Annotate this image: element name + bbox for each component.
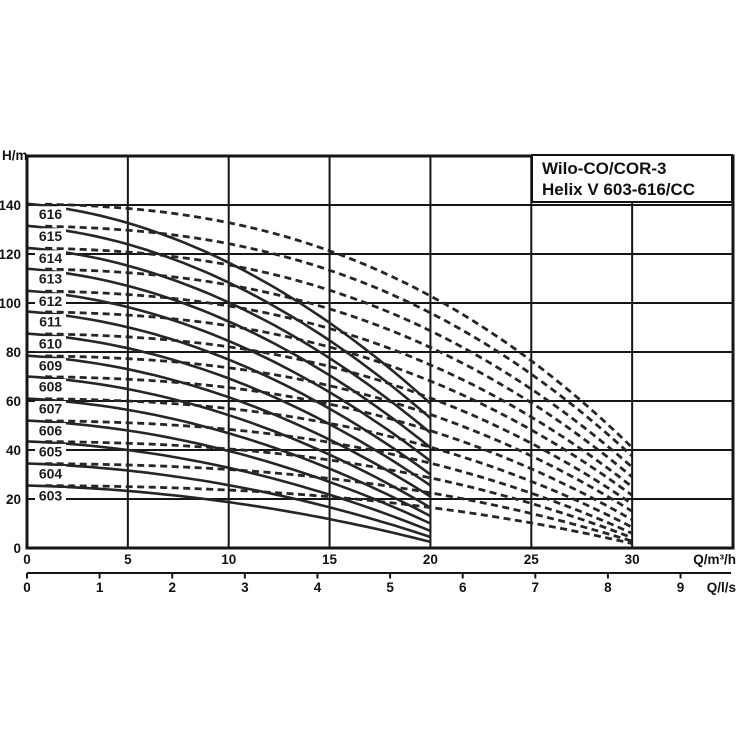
- pump-curve-609-solid: [26, 354, 432, 498]
- pump-curve-603-dashed: [45, 484, 633, 545]
- y-tick-60: 60: [6, 394, 21, 409]
- curve-label-612: 612: [39, 293, 63, 309]
- curve-label-610: 610: [39, 336, 63, 352]
- pump-curve-614-dashed: [45, 246, 634, 469]
- pump-curve-605-solid: [26, 440, 431, 533]
- x1-tick-30: 30: [625, 552, 640, 567]
- pump-curve-609-dashed: [45, 354, 633, 513]
- curve-label-615: 615: [39, 228, 63, 244]
- x2-tick-8: 8: [604, 580, 612, 595]
- curve-label-606: 606: [39, 423, 63, 439]
- x1-tick-20: 20: [423, 552, 438, 567]
- pump-curve-604-solid: [26, 462, 431, 539]
- pump-curve-612-dashed: [45, 289, 633, 488]
- pump-curve-612-solid: [26, 289, 432, 463]
- x1-tick-10: 10: [221, 552, 236, 567]
- curve-label-bg-606: [35, 423, 66, 439]
- curve-label-614: 614: [39, 250, 63, 266]
- y-tick-40: 40: [6, 443, 21, 458]
- curve-label-bg-613: [35, 271, 66, 287]
- x2-tick-2: 2: [168, 580, 176, 595]
- pump-curve-615-dashed: [45, 224, 634, 458]
- pump-curve-611-solid: [26, 310, 432, 476]
- y-axis-title: H/m: [2, 148, 28, 163]
- pump-curve-607-solid: [26, 397, 432, 518]
- x1-tick-5: 5: [124, 552, 132, 567]
- curve-label-bg-607: [35, 401, 66, 417]
- title-line-1: Wilo-CO/COR-3: [542, 159, 667, 178]
- curve-label-bg-616: [35, 206, 66, 222]
- x2-tick-3: 3: [241, 580, 249, 595]
- y-tick-0: 0: [13, 541, 21, 556]
- curve-label-bg-605: [35, 443, 66, 459]
- curve-label-bg-604: [35, 465, 66, 481]
- x2-tick-4: 4: [314, 580, 322, 595]
- x2-tick-0: 0: [23, 580, 31, 595]
- pump-curve-610-solid: [26, 332, 432, 487]
- pump-curve-606-dashed: [45, 419, 633, 535]
- x1-axis-unit: Q/m³/h: [693, 552, 736, 567]
- y-tick-120: 120: [0, 247, 21, 262]
- curve-label-bg-603: [35, 488, 66, 504]
- x1-tick-25: 25: [524, 552, 540, 567]
- curve-label-604: 604: [39, 465, 63, 481]
- curve-label-bg-614: [35, 250, 66, 266]
- x2-tick-1: 1: [96, 580, 104, 595]
- x2-tick-7: 7: [532, 580, 540, 595]
- x2-tick-5: 5: [386, 580, 394, 595]
- pump-curve-605-dashed: [45, 440, 633, 540]
- curve-label-609: 609: [39, 358, 63, 374]
- x1-tick-0: 0: [23, 552, 31, 567]
- curve-label-611: 611: [39, 314, 62, 330]
- curve-label-605: 605: [39, 443, 63, 459]
- plot-border: [25, 154, 735, 550]
- curve-label-613: 613: [39, 271, 63, 287]
- pump-curve-616-dashed: [45, 202, 634, 449]
- x1-tick-15: 15: [322, 552, 338, 567]
- pump-curve-611-dashed: [45, 310, 633, 497]
- curve-label-bg-615: [35, 228, 66, 244]
- x2-tick-6: 6: [459, 580, 467, 595]
- x2-axis-unit: Q/l/s: [707, 580, 736, 595]
- curve-label-bg-609: [35, 358, 66, 374]
- curve-label-616: 616: [39, 206, 63, 222]
- curve-label-bg-610: [35, 336, 66, 352]
- curve-label-607: 607: [39, 401, 63, 417]
- y-tick-100: 100: [0, 296, 21, 311]
- pump-curve-606-solid: [26, 419, 431, 525]
- curve-label-bg-611: [35, 314, 66, 330]
- y-tick-80: 80: [6, 345, 21, 360]
- pump-curve-610-dashed: [45, 332, 633, 506]
- pump-curve-613-solid: [26, 267, 432, 449]
- curve-label-bg-612: [35, 293, 66, 309]
- pump-curve-608-dashed: [45, 375, 633, 522]
- title-box: Wilo-CO/COR-3 Helix V 603-616/CC: [531, 154, 733, 203]
- y-tick-140: 140: [0, 198, 21, 213]
- pump-curve-604-dashed: [45, 462, 633, 543]
- pump-curve-613-dashed: [45, 267, 633, 478]
- pump-curve-614-solid: [26, 246, 432, 434]
- pump-curve-616-solid: [26, 202, 432, 405]
- title-line-2: Helix V 603-616/CC: [542, 180, 696, 199]
- curve-label-bg-608: [35, 379, 66, 394]
- curve-label-603: 603: [39, 488, 63, 504]
- pump-curve-603-solid: [26, 484, 431, 544]
- curve-label-608: 608: [39, 379, 63, 395]
- pump-curve-608-solid: [26, 375, 432, 509]
- x2-tick-9: 9: [677, 580, 685, 595]
- pump-curve-607-dashed: [45, 397, 633, 529]
- pump-curve-615-solid: [26, 224, 432, 420]
- y-tick-20: 20: [6, 492, 21, 507]
